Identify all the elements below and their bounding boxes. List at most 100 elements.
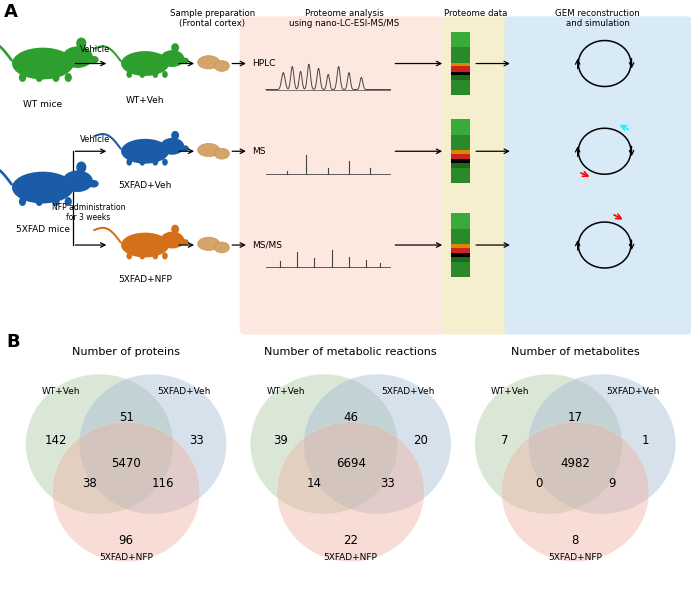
Bar (451, 229, 470, 244)
Bar (451, 163, 470, 168)
Text: 142: 142 (45, 434, 67, 446)
Bar (451, 154, 470, 160)
Text: 38: 38 (82, 477, 97, 490)
Ellipse shape (62, 171, 93, 192)
Ellipse shape (475, 374, 623, 514)
Text: 5XFAD+Veh: 5XFAD+Veh (157, 387, 210, 396)
Text: WT+Veh: WT+Veh (126, 96, 164, 105)
Text: 8: 8 (571, 534, 579, 548)
Text: Vehicle: Vehicle (80, 135, 111, 144)
Text: 9: 9 (608, 477, 616, 490)
Ellipse shape (160, 138, 184, 155)
Ellipse shape (181, 57, 189, 64)
Text: Number of metabolic reactions: Number of metabolic reactions (265, 347, 437, 357)
Text: Number of metabolites: Number of metabolites (511, 347, 640, 357)
Ellipse shape (153, 159, 158, 166)
Ellipse shape (12, 48, 74, 79)
Bar (451, 160, 470, 163)
Text: 7: 7 (502, 434, 509, 446)
Text: MS/MS: MS/MS (252, 241, 282, 249)
Ellipse shape (171, 43, 179, 52)
Ellipse shape (140, 71, 145, 78)
Ellipse shape (171, 224, 179, 234)
Bar (451, 72, 470, 76)
Text: 5XFAD+Veh: 5XFAD+Veh (606, 387, 659, 396)
Ellipse shape (126, 159, 132, 166)
Bar (451, 32, 470, 48)
Ellipse shape (162, 71, 168, 78)
Text: B: B (6, 333, 20, 351)
Text: 5XFAD+NFP: 5XFAD+NFP (324, 553, 377, 562)
Ellipse shape (502, 422, 649, 561)
Text: 6694: 6694 (336, 457, 366, 469)
Text: 20: 20 (413, 434, 428, 446)
Bar (451, 253, 470, 257)
Text: 5XFAD+Veh: 5XFAD+Veh (381, 387, 435, 396)
Text: NFP administration
for 3 weeks: NFP administration for 3 weeks (52, 203, 125, 222)
Ellipse shape (198, 56, 220, 69)
Ellipse shape (162, 252, 168, 260)
Text: 33: 33 (189, 434, 204, 446)
Text: 22: 22 (343, 534, 358, 548)
Text: Sample preparation
(Frontal cortex): Sample preparation (Frontal cortex) (169, 9, 255, 28)
Ellipse shape (79, 374, 227, 514)
Ellipse shape (126, 252, 132, 260)
Ellipse shape (160, 232, 184, 249)
Ellipse shape (140, 252, 145, 260)
Ellipse shape (36, 197, 43, 206)
Text: 116: 116 (151, 477, 174, 490)
Text: 39: 39 (273, 434, 288, 446)
Bar (451, 63, 470, 67)
Ellipse shape (214, 148, 229, 159)
Text: 17: 17 (568, 411, 583, 423)
Text: 5XFAD+NFP: 5XFAD+NFP (118, 275, 172, 284)
Text: 1: 1 (642, 434, 649, 446)
Ellipse shape (121, 233, 169, 258)
Text: WT+Veh: WT+Veh (267, 387, 305, 396)
Bar (451, 168, 470, 183)
Ellipse shape (65, 73, 72, 82)
Ellipse shape (76, 162, 86, 173)
Text: WT mice: WT mice (23, 100, 62, 109)
Ellipse shape (198, 143, 220, 157)
Text: Vehicle: Vehicle (80, 45, 111, 54)
Ellipse shape (214, 60, 229, 71)
Text: 0: 0 (535, 477, 542, 490)
Ellipse shape (160, 50, 184, 67)
Ellipse shape (181, 239, 189, 245)
Ellipse shape (26, 374, 173, 514)
Text: 51: 51 (119, 411, 133, 423)
Bar (451, 262, 470, 277)
FancyBboxPatch shape (504, 16, 691, 335)
Ellipse shape (214, 242, 229, 253)
Bar (451, 48, 470, 63)
Text: MS: MS (252, 147, 266, 155)
Ellipse shape (53, 422, 200, 561)
Bar (451, 150, 470, 154)
Ellipse shape (12, 172, 74, 203)
Text: 5XFAD+NFP: 5XFAD+NFP (100, 553, 153, 562)
Bar (451, 135, 470, 150)
Text: 33: 33 (380, 477, 395, 490)
Text: Number of proteins: Number of proteins (72, 347, 180, 357)
Bar (451, 248, 470, 253)
FancyBboxPatch shape (240, 16, 448, 335)
Ellipse shape (65, 197, 72, 206)
Text: WT+Veh: WT+Veh (42, 387, 80, 396)
Ellipse shape (153, 252, 158, 260)
Text: Proteome analysis
using nano-LC-ESI-MS/MS: Proteome analysis using nano-LC-ESI-MS/M… (289, 9, 399, 28)
Text: Proteome data: Proteome data (444, 9, 508, 18)
Text: 5XFAD+Veh: 5XFAD+Veh (118, 182, 172, 191)
Ellipse shape (171, 131, 179, 140)
Ellipse shape (121, 139, 169, 163)
Bar (451, 67, 470, 72)
Ellipse shape (19, 197, 26, 206)
Text: 46: 46 (343, 411, 358, 423)
Text: 5470: 5470 (111, 457, 141, 469)
Bar (451, 80, 470, 96)
Ellipse shape (140, 159, 145, 166)
Ellipse shape (88, 180, 99, 188)
Ellipse shape (277, 422, 424, 561)
Ellipse shape (53, 73, 59, 82)
Ellipse shape (528, 374, 676, 514)
